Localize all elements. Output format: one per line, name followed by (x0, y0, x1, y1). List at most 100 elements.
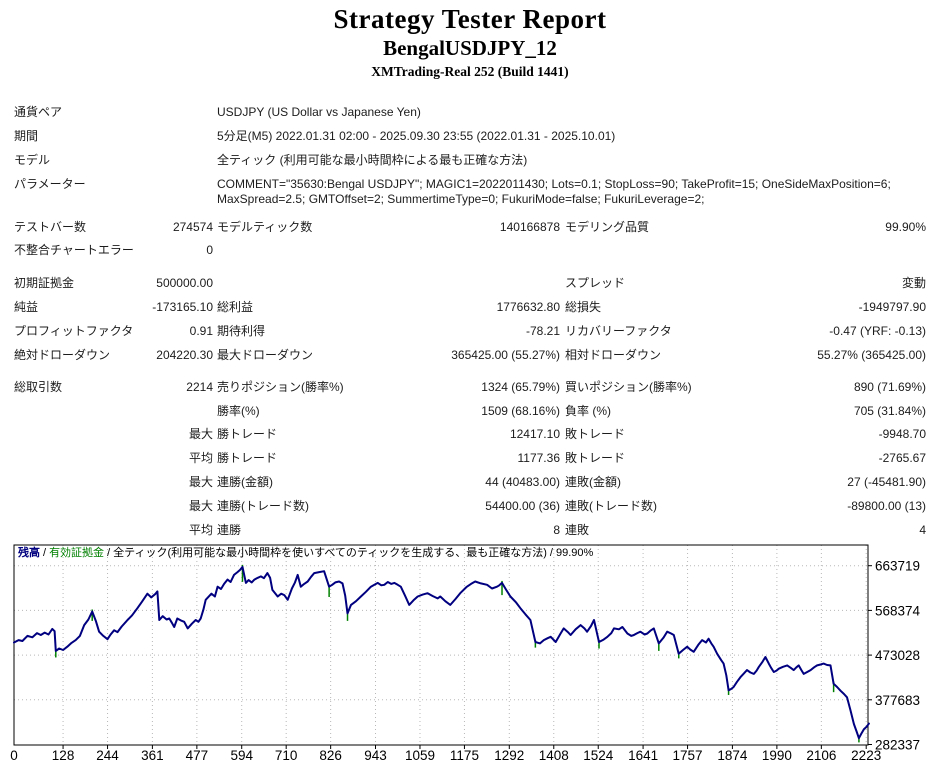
row-value-3: 27 (-45481.90) (847, 475, 926, 489)
row-label: プロフィットファクタ (14, 324, 134, 338)
row-value-2: 54400.00 (36) (485, 499, 560, 513)
row-value-1: 2214 (186, 380, 213, 394)
report-row: 平均 勝トレード 1177.36 敗トレード -2765.67 (0, 447, 940, 471)
row-value-3: 890 (71.69%) (853, 380, 926, 394)
row-label-3: 連敗(金額) (565, 475, 621, 489)
x-tick-label: 1292 (494, 748, 524, 762)
row-label-3: 敗トレード (565, 427, 626, 441)
x-tick-label: 244 (96, 748, 119, 762)
row-label-2: 勝トレード (217, 427, 278, 441)
row-value-3: -89800.00 (13) (847, 499, 926, 513)
row-value-1: 最大 (188, 475, 213, 489)
report-row: 勝率(%) 1509 (68.16%) 負率 (%) 705 (31.84%) (0, 400, 940, 423)
legend-balance-label: 残高 (18, 547, 40, 559)
x-tick-label: 1408 (539, 748, 569, 762)
row-value-1: 最大 (188, 499, 213, 513)
chart-legend: 残高 / 有効証拠金 / 全ティック(利用可能な最小時間枠を使いすべてのティックを生成す… (18, 547, 593, 559)
row-value-2: 1324 (65.79%) (481, 380, 560, 394)
legend-separator: / (43, 547, 47, 559)
row-label: 通貨ペア (14, 105, 63, 119)
row-label-3: モデリング品質 (565, 220, 650, 234)
legend-equity-label: 有効証拠金 (49, 547, 105, 559)
row-value-2: 365425.00 (55.27%) (451, 348, 560, 362)
row-label-3: 相対ドローダウン (565, 348, 662, 362)
x-tick-label: 2106 (806, 748, 836, 762)
row-label-3: 総損失 (565, 300, 602, 314)
row-label-2: 最大ドローダウン (217, 348, 314, 362)
row-label-2: 勝率(%) (217, 404, 260, 418)
x-tick-label: 1641 (628, 748, 658, 762)
row-value-1: 274574 (172, 220, 213, 234)
row-label-3: リカバリーファクタ (565, 324, 672, 338)
row-value-3: -1949797.90 (858, 300, 926, 314)
legend-separator: / (107, 547, 111, 559)
row-value-3: 55.27% (365425.00) (817, 348, 926, 362)
x-tick-label: 1990 (762, 748, 792, 762)
x-tick-label: 128 (52, 748, 75, 762)
row-value-1: 0.91 (189, 324, 213, 338)
report-header: Strategy Tester Report BengalUSDJPY_12 X… (0, 0, 940, 80)
row-value-1: 最大 (188, 427, 213, 441)
x-tick-label: 943 (364, 748, 387, 762)
x-tick-label: 2223 (851, 748, 881, 762)
row-value-3: 705 (31.84%) (853, 404, 926, 418)
report-row: 最大 連勝(トレード数) 54400.00 (36) 連敗(トレード数) -89800.… (0, 495, 940, 519)
report-row: 絶対ドローダウン 204220.30 最大ドローダウン 365425.00 (55.2… (0, 344, 940, 376)
row-value-2: 1776632.80 (496, 300, 560, 314)
row-value-3: -0.47 (YRF: -0.13) (829, 324, 926, 338)
row-wide-value: COMMENT="35630:Bengal USDJPY"; MAGIC1=20… (217, 177, 891, 191)
report-row: 期間 5分足(M5) 2022.01.31 02:00 - 2025.09.30 … (0, 125, 940, 149)
row-value-1: 0 (206, 243, 213, 257)
row-value-2: 44 (40483.00) (485, 475, 560, 489)
row-label: 初期証拠金 (14, 276, 75, 290)
row-value-3: -9948.70 (878, 427, 926, 441)
y-tick-label: 473028 (875, 648, 920, 663)
y-tick-label: 377683 (875, 693, 920, 708)
row-value-2: 1509 (68.16%) (481, 404, 560, 418)
x-tick-label: 594 (230, 748, 253, 762)
x-tick-label: 1874 (717, 748, 748, 762)
equity-chart: 663719 568374 473028 377683 282337 0 128 244 361… (0, 540, 940, 762)
report-row: モデル 全ティック (利用可能な最小時間枠による最も正確な方法) (0, 149, 940, 173)
y-tick-label: 282337 (875, 738, 920, 753)
x-tick-label: 826 (319, 748, 342, 762)
row-value-1: 平均 (188, 523, 213, 537)
x-tick-label: 0 (10, 748, 18, 762)
row-value-1: 204220.30 (156, 348, 213, 362)
x-tick-label: 1059 (405, 748, 435, 762)
ea-name: BengalUSDJPY_12 (383, 36, 557, 60)
report-row: 最大 連勝(金額) 44 (40483.00) 連敗(金額) 27 (-45481.90… (0, 471, 940, 495)
x-tick-label: 1175 (450, 748, 479, 762)
row-wide-value: 5分足(M5) 2022.01.31 02:00 - 2025.09.30 23… (217, 129, 616, 143)
equity-chart-canvas: 663719 568374 473028 377683 282337 0 128 244 361… (10, 544, 921, 762)
row-value-2: 8 (553, 523, 560, 537)
row-label-3: 連敗(トレード数) (565, 499, 657, 513)
row-label-3: 買いポジション(勝率%) (565, 380, 692, 394)
report-row: 純益 -173165.10 総利益 1776632.80 総損失 -1949797.90 (0, 296, 940, 320)
legend-separator: / (549, 547, 553, 559)
row-label-2: 総利益 (217, 300, 254, 314)
row-value-1: -173165.10 (152, 300, 213, 314)
report-row: 通貨ペア USDJPY (US Dollar vs Japanese Yen) (0, 101, 940, 125)
report-row: 不整合チャートエラー 0 (0, 239, 940, 272)
legend-model-note: 全ティック(利用可能な最小時間枠を使いすべてのティックを生成する、最も正確な方法… (113, 547, 547, 559)
x-tick-label: 361 (141, 748, 164, 762)
row-value-2: 12417.10 (509, 427, 560, 441)
row-label: 期間 (14, 129, 39, 143)
row-value-1: 平均 (188, 451, 213, 465)
row-wide-value: USDJPY (US Dollar vs Japanese Yen) (217, 105, 421, 119)
row-label-2: 売りポジション(勝率%) (217, 380, 344, 394)
row-value-2: 140166878 (499, 220, 560, 234)
row-label-2: モデルティック数 (217, 220, 313, 234)
row-value-2: -78.21 (525, 324, 560, 338)
row-value-3: 変動 (901, 276, 926, 290)
row-label-3: スプレッド (565, 276, 626, 290)
row-label-2: 連勝 (217, 523, 242, 537)
legend-quality-value: 99.90% (555, 547, 594, 559)
row-label-2: 連勝(トレード数) (217, 499, 309, 513)
row-label-2: 勝トレード (217, 451, 278, 465)
row-label: テストバー数 (14, 220, 87, 234)
report-row: 初期証拠金 500000.00 スプレッド 変動 (0, 272, 940, 296)
report-row: 最大 勝トレード 12417.10 敗トレード -9948.70 (0, 423, 940, 447)
